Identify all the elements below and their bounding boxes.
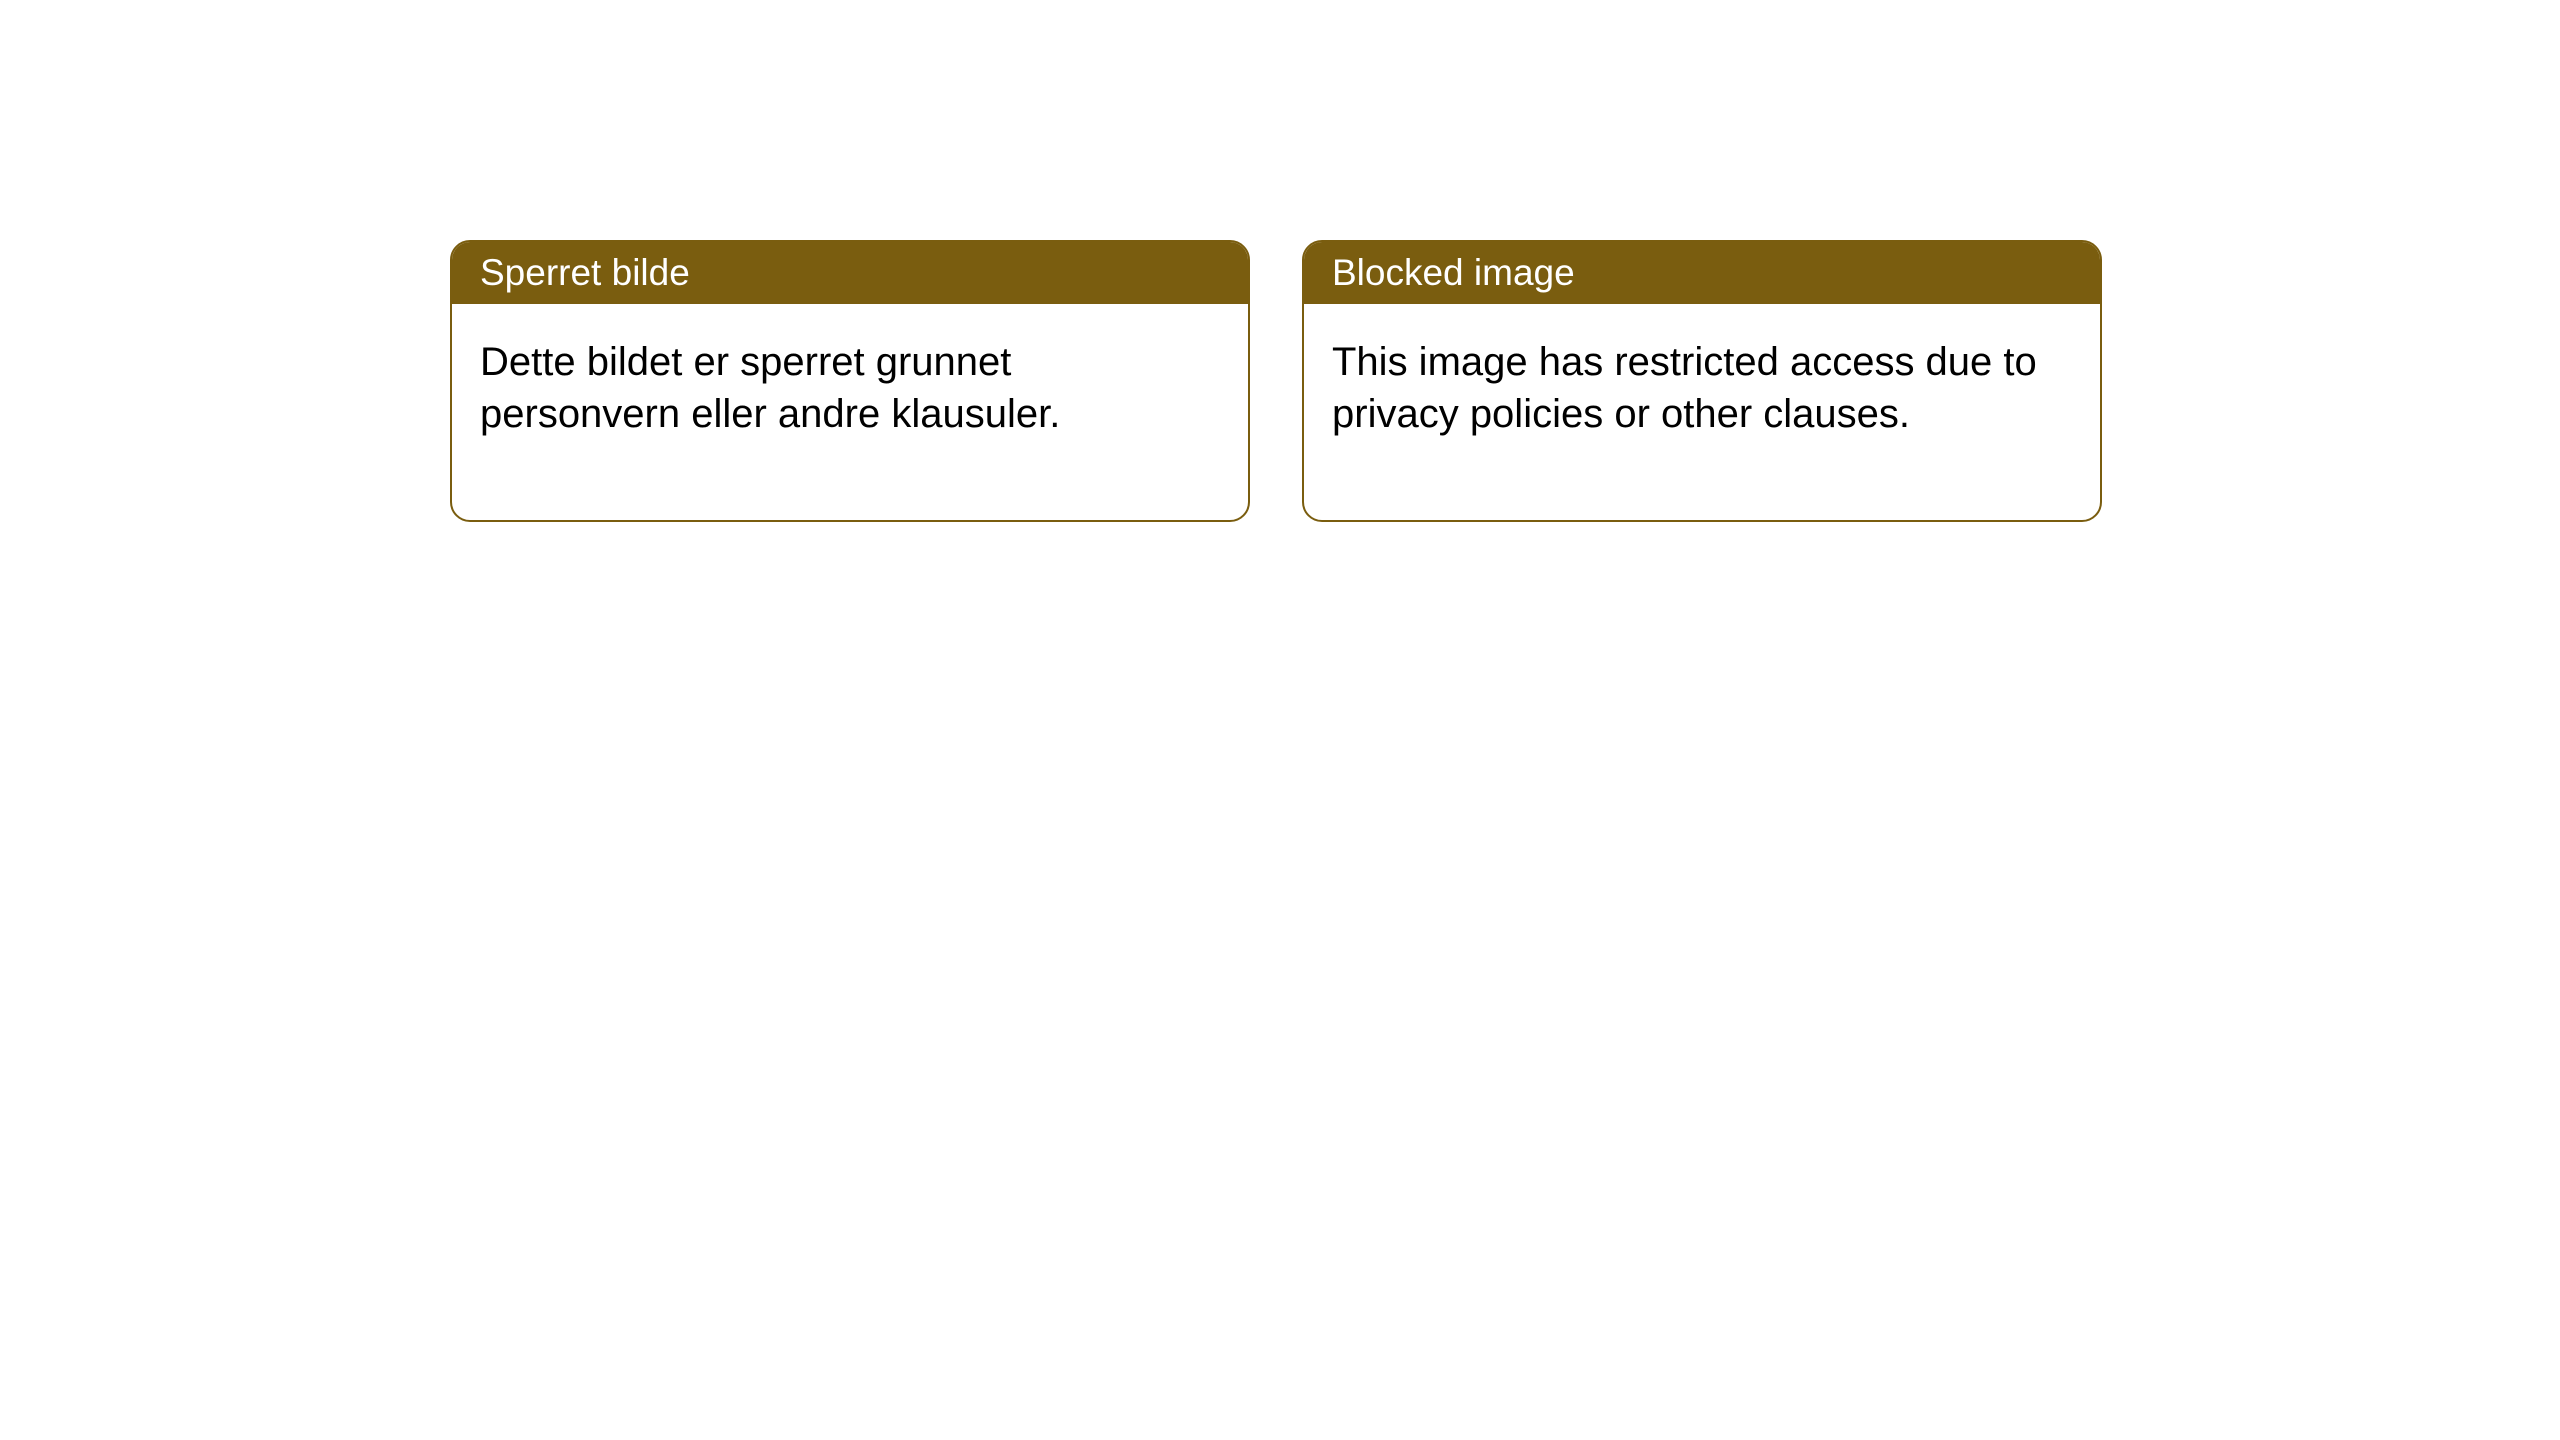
notice-header: Blocked image (1304, 242, 2100, 304)
notice-body-text: This image has restricted access due to … (1332, 340, 2037, 436)
notice-title: Blocked image (1332, 252, 1575, 293)
notice-container: Sperret bilde Dette bildet er sperret gr… (0, 0, 2560, 522)
notice-header: Sperret bilde (452, 242, 1248, 304)
notice-card-norwegian: Sperret bilde Dette bildet er sperret gr… (450, 240, 1250, 522)
notice-title: Sperret bilde (480, 252, 690, 293)
notice-body: This image has restricted access due to … (1304, 304, 2100, 520)
notice-body: Dette bildet er sperret grunnet personve… (452, 304, 1248, 520)
notice-card-english: Blocked image This image has restricted … (1302, 240, 2102, 522)
notice-body-text: Dette bildet er sperret grunnet personve… (480, 340, 1060, 436)
